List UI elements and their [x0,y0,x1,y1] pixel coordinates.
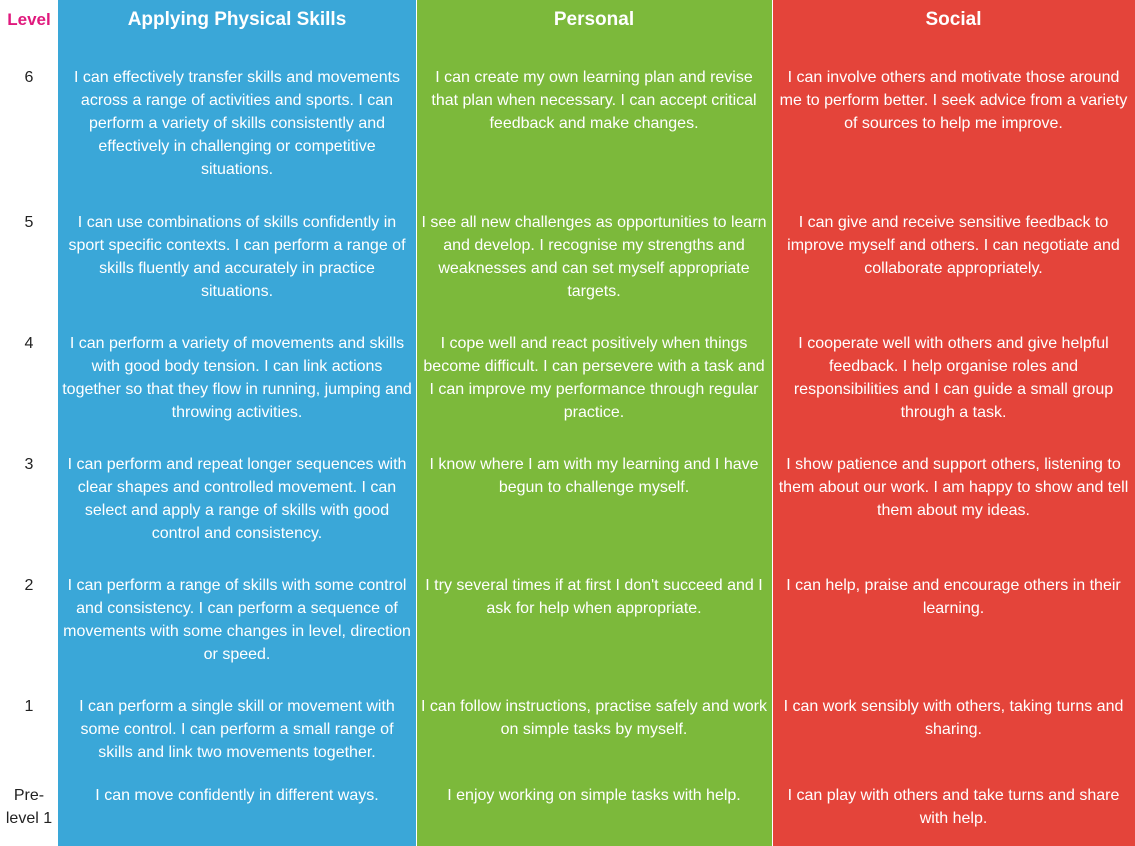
personal-descriptor: I know where I am with my learning and I… [429,456,759,496]
social-column-header: Social [925,9,982,30]
physical-descriptor: I can perform a variety of movements and… [62,335,412,421]
social-descriptor: I show patience and support others, list… [778,456,1129,519]
level-label: 5 [24,214,34,231]
social-descriptor: I can play with others and take turns an… [787,787,1120,827]
level-label: 6 [24,69,34,86]
level-label: 2 [24,577,34,594]
personal-column-background [416,0,772,846]
level-label: 1 [24,698,34,715]
physical-descriptor: I can move confidently in different ways… [95,787,379,804]
social-descriptor: I can work sensibly with others, taking … [783,698,1124,738]
personal-descriptor: I see all new challenges as opportunitie… [421,214,767,300]
level-column-header: Level [7,10,51,29]
physical-column-background [58,0,416,846]
social-descriptor: I can give and receive sensitive feedbac… [787,214,1120,277]
physical-descriptor: I can perform a single skill or movement… [79,698,395,761]
level-label: 4 [24,335,34,352]
personal-descriptor: I can follow instructions, practise safe… [421,698,767,738]
level-label: 3 [24,456,34,473]
personal-descriptor: I try several times if at first I don't … [425,577,763,617]
personal-column-header: Personal [553,9,635,30]
physical-descriptor: I can effectively transfer skills and mo… [73,69,401,178]
physical-descriptor: I can use combinations of skills confide… [68,214,406,300]
social-descriptor: I can involve others and motivate those … [779,69,1128,132]
social-descriptor: I can help, praise and encourage others … [786,577,1121,617]
personal-descriptor: I can create my own learning plan and re… [431,69,757,132]
personal-descriptor: I cope well and react positively when th… [423,335,765,421]
social-column-background [772,0,1135,846]
physical-column-header: Applying Physical Skills [127,9,347,30]
physical-descriptor: I can perform a range of skills with som… [63,577,411,663]
level-label: Pre-level 1 [5,787,53,827]
physical-descriptor: I can perform and repeat longer sequence… [67,456,407,542]
social-descriptor: I cooperate well with others and give he… [793,335,1114,421]
personal-descriptor: I enjoy working on simple tasks with hel… [447,787,741,804]
